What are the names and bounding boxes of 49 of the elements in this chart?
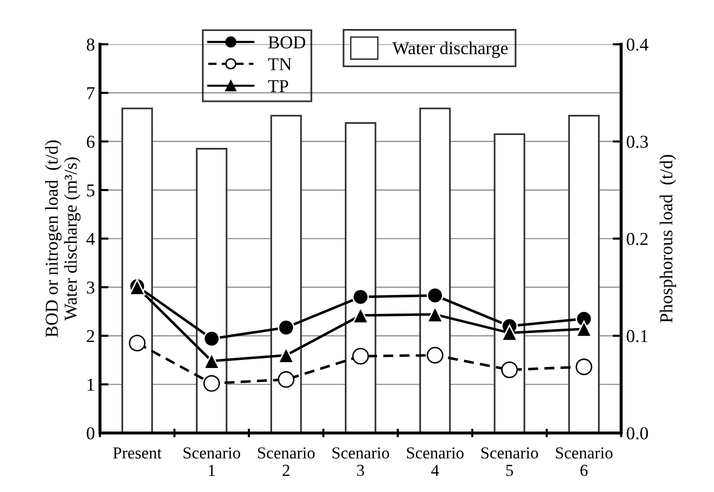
point bbox=[352, 288, 369, 306]
y2-tick-label: 0.1 bbox=[626, 330, 648, 342]
point bbox=[576, 320, 592, 338]
bar bbox=[494, 133, 526, 433]
y-tick-label: 2 bbox=[86, 330, 94, 342]
y-tick-label: 6 bbox=[86, 136, 95, 148]
point bbox=[426, 346, 444, 364]
bar bbox=[121, 108, 153, 433]
point bbox=[426, 306, 444, 323]
x-tick-label: Scenario 4 bbox=[406, 447, 464, 476]
legend-label: Water discharge bbox=[392, 42, 508, 58]
x-tick-label: Present bbox=[113, 448, 162, 459]
x-tick-label: Scenario 6 bbox=[556, 447, 612, 476]
y-axis-title: BOD or nitrogen load (t/d) Water discharge (m³/s) bbox=[45, 140, 81, 338]
y-tick-label: 1 bbox=[88, 378, 94, 391]
y2-axis-title: Phosphorous load (t/d) bbox=[660, 154, 676, 323]
legend-label: TN bbox=[268, 58, 292, 70]
bar bbox=[196, 148, 228, 433]
y2-tick-label: 0.4 bbox=[626, 38, 648, 51]
legend-label: TP bbox=[268, 80, 288, 92]
bar bbox=[568, 114, 600, 433]
y2-tick-label: 0.3 bbox=[626, 136, 648, 148]
point bbox=[576, 358, 592, 376]
point bbox=[352, 307, 369, 324]
point bbox=[426, 287, 444, 304]
x-tick-label: Scenario 5 bbox=[481, 447, 538, 476]
y-tick-label: 7 bbox=[87, 87, 95, 100]
x-tick-label: Scenario 3 bbox=[332, 447, 390, 476]
y-tick-label: 3 bbox=[86, 282, 94, 294]
point bbox=[278, 319, 294, 336]
x-tick-label: Scenario 1 bbox=[184, 447, 240, 476]
point bbox=[501, 361, 518, 378]
point bbox=[501, 324, 518, 342]
y-tick-label: 5 bbox=[87, 184, 94, 196]
point bbox=[128, 334, 146, 352]
point bbox=[278, 371, 294, 388]
point bbox=[203, 330, 220, 348]
point bbox=[203, 375, 220, 392]
y-tick-label: 4 bbox=[86, 233, 95, 245]
y2-tick-label: 0.2 bbox=[626, 232, 648, 246]
legend-label: BOD bbox=[268, 36, 306, 48]
y-tick-label: 8 bbox=[86, 38, 94, 51]
point bbox=[352, 348, 369, 365]
y2-tick-label: 0.0 bbox=[626, 427, 648, 440]
bar bbox=[344, 122, 376, 433]
y-tick-label: 0 bbox=[86, 427, 94, 440]
bar bbox=[270, 114, 302, 433]
x-tick-label: Scenario 2 bbox=[258, 447, 315, 476]
bar bbox=[419, 108, 451, 433]
